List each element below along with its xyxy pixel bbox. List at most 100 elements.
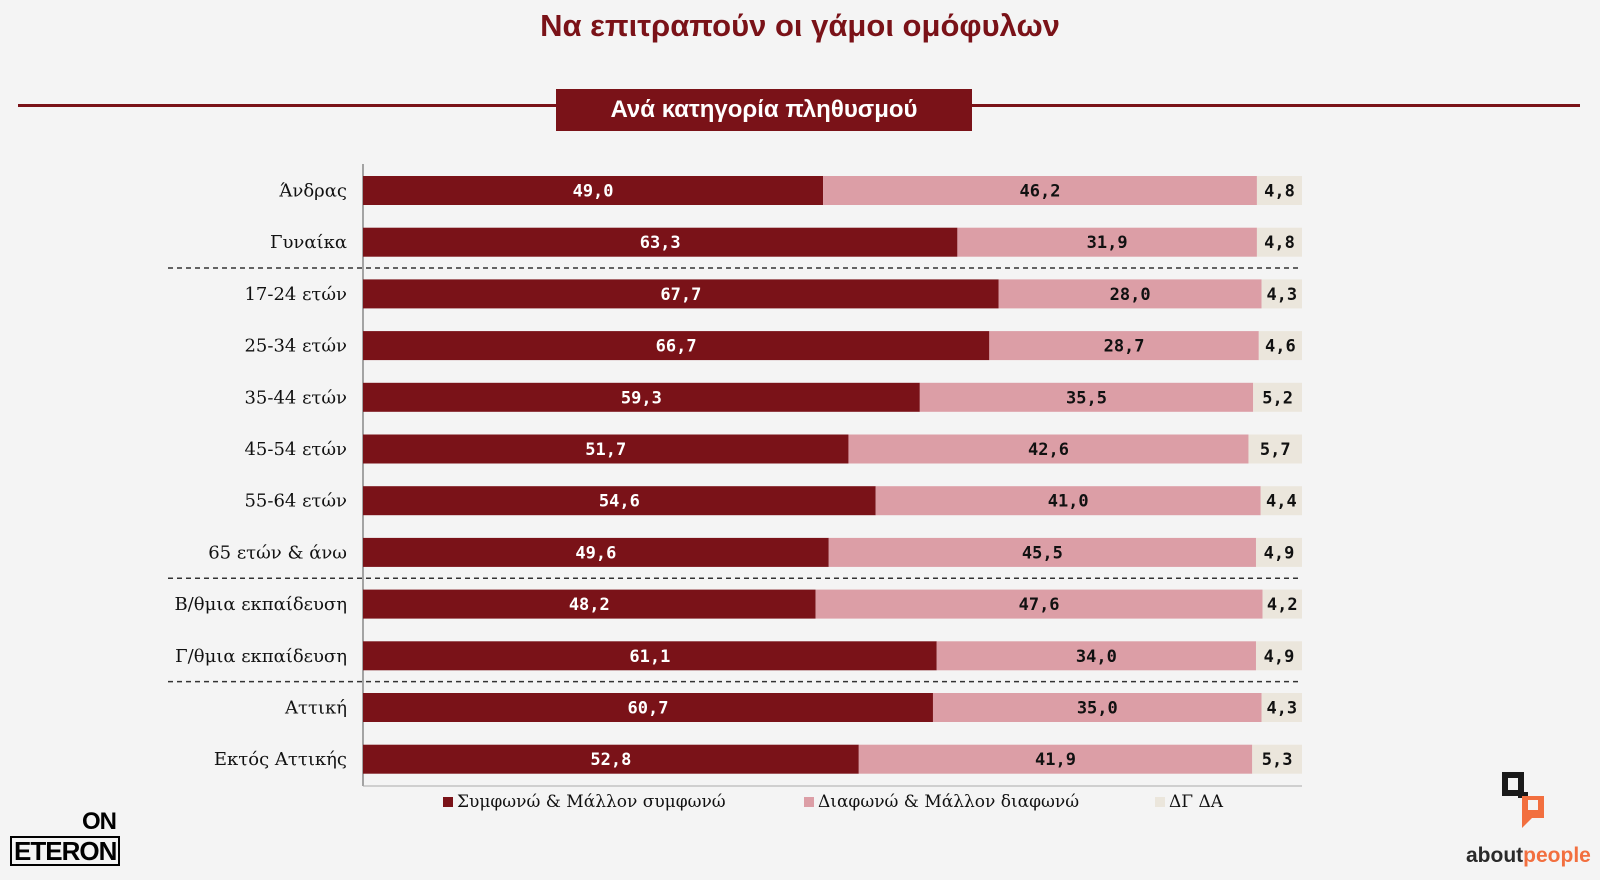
- data-label: 52,8: [590, 750, 631, 770]
- bar-segment-dkna: [1253, 382, 1302, 412]
- data-label: 4,9: [1264, 543, 1295, 563]
- aboutpeople-logo: aboutpeople: [1466, 770, 1592, 870]
- category-label: Γ/θμια εκπαίδευση: [175, 646, 347, 667]
- bar-segment-disagree: [815, 589, 1263, 619]
- data-label: 47,6: [1019, 595, 1060, 615]
- data-label: 31,9: [1087, 233, 1128, 253]
- data-label: 28,7: [1104, 337, 1145, 357]
- category-label: 25-34 ετών: [244, 336, 347, 357]
- title-rule-left: [18, 104, 558, 107]
- onet-eteron-logo: ON ETERON: [10, 808, 121, 866]
- data-label: 46,2: [1020, 182, 1061, 202]
- logo-people-text: people: [1523, 844, 1591, 867]
- bar-segment-dkna: [1261, 279, 1302, 309]
- data-label: 49,0: [573, 182, 614, 202]
- bar-segment-dkna: [1260, 486, 1302, 516]
- bar-segment-dkna: [1262, 589, 1302, 619]
- bar-segment-disagree: [848, 434, 1249, 464]
- bar-segment-agree: [363, 227, 958, 257]
- data-label: 51,7: [585, 440, 626, 460]
- data-label: 5,3: [1262, 750, 1293, 770]
- legend-swatch-dkna: [1155, 797, 1165, 807]
- data-label: 60,7: [628, 699, 669, 719]
- category-label: Εκτός Αττικής: [214, 749, 347, 770]
- legend-item-disagree: Διαφωνώ & Μάλλον διαφωνώ: [804, 792, 1079, 812]
- bar-segment-dkna: [1256, 227, 1302, 257]
- data-label: 41,9: [1035, 750, 1076, 770]
- legend-swatch-agree: [443, 797, 453, 807]
- data-label: 4,3: [1266, 285, 1297, 305]
- bar-segment-dkna: [1248, 434, 1302, 464]
- bar-segment-agree: [363, 331, 990, 361]
- data-label: 48,2: [569, 595, 610, 615]
- legend-label-disagree: Διαφωνώ & Μάλλον διαφωνώ: [818, 792, 1080, 812]
- data-label: 42,6: [1028, 440, 1069, 460]
- logo-eteron-text: ETERON: [10, 836, 121, 866]
- bar-segment-agree: [363, 486, 876, 516]
- bar-segment-agree: [363, 537, 829, 567]
- category-label: 65 ετών & άνω: [208, 542, 347, 563]
- data-label: 4,8: [1264, 233, 1295, 253]
- bar-segment-dkna: [1256, 176, 1302, 205]
- bar-segment-dkna: [1255, 537, 1302, 567]
- data-label: 49,6: [575, 543, 616, 563]
- category-label: 55-64 ετών: [244, 491, 347, 512]
- category-label: Αττική: [284, 698, 347, 719]
- bar-segment-disagree: [957, 227, 1257, 257]
- chart-legend: Συμφωνώ & Μάλλον συμφωνώ Διαφωνώ & Μάλλο…: [0, 792, 1600, 816]
- data-label: 63,3: [640, 233, 681, 253]
- logo-on-text: ON: [82, 808, 117, 835]
- bar-segment-disagree: [858, 744, 1253, 774]
- legend-item-agree: Συμφωνώ & Μάλλον συμφωνώ: [443, 792, 726, 812]
- data-label: 61,1: [629, 647, 670, 667]
- aboutpeople-logo-text: aboutpeople: [1466, 844, 1591, 868]
- bar-segment-disagree: [932, 693, 1262, 722]
- data-label: 67,7: [660, 285, 701, 305]
- bar-segment-disagree: [936, 641, 1256, 671]
- logo-about-text: about: [1466, 844, 1524, 867]
- bar-segment-disagree: [828, 537, 1256, 567]
- legend-label-agree: Συμφωνώ & Μάλλον συμφωνώ: [457, 792, 726, 812]
- category-label: Γυναίκα: [270, 232, 347, 253]
- data-label: 5,7: [1260, 440, 1291, 460]
- bar-segment-agree: [363, 279, 999, 309]
- bar-segment-agree: [363, 382, 920, 412]
- bar-segment-disagree: [823, 176, 1257, 205]
- chart-title: Να επιτραπούν οι γάμοι ομόφυλων: [540, 8, 1060, 43]
- data-label: 4,6: [1265, 337, 1296, 357]
- data-label: 35,5: [1066, 388, 1107, 408]
- data-label: 54,6: [599, 492, 640, 512]
- bar-segment-dkna: [1252, 744, 1302, 774]
- category-label: 45-54 ετών: [244, 439, 347, 460]
- bar-segment-disagree: [875, 486, 1261, 516]
- bar-segment-dkna: [1261, 693, 1302, 722]
- data-label: 28,0: [1110, 285, 1151, 305]
- data-label: 35,0: [1077, 699, 1118, 719]
- legend-label-dkna: ΔΓ ΔΑ: [1169, 792, 1224, 812]
- bar-segment-agree: [363, 641, 937, 671]
- data-label: 59,3: [621, 388, 662, 408]
- category-label: Β/θμια εκπαίδευση: [174, 594, 347, 615]
- chart-subtitle: Ανά κατηγορία πληθυσμού: [556, 89, 972, 131]
- data-label: 41,0: [1048, 492, 1089, 512]
- data-label: 4,2: [1267, 595, 1298, 615]
- legend-swatch-disagree: [804, 797, 814, 807]
- bar-segment-agree: [363, 693, 933, 722]
- data-label: 66,7: [656, 337, 697, 357]
- bar-segment-agree: [363, 744, 859, 774]
- bar-segment-dkna: [1255, 641, 1302, 671]
- data-label: 45,5: [1022, 543, 1063, 563]
- aboutpeople-logo-icon: [1502, 772, 1544, 828]
- data-label: 34,0: [1076, 647, 1117, 667]
- bar-segment-disagree: [998, 279, 1262, 309]
- data-label: 4,3: [1266, 699, 1297, 719]
- bar-segment-disagree: [989, 331, 1259, 361]
- bar-segment-dkna: [1258, 331, 1302, 361]
- category-label: 17-24 ετών: [244, 284, 347, 305]
- data-label: 4,4: [1266, 492, 1297, 512]
- bar-segment-agree: [363, 589, 816, 619]
- bar-segment-agree: [363, 176, 824, 205]
- category-label: 35-44 ετών: [244, 387, 347, 408]
- category-label: Άνδρας: [278, 181, 347, 202]
